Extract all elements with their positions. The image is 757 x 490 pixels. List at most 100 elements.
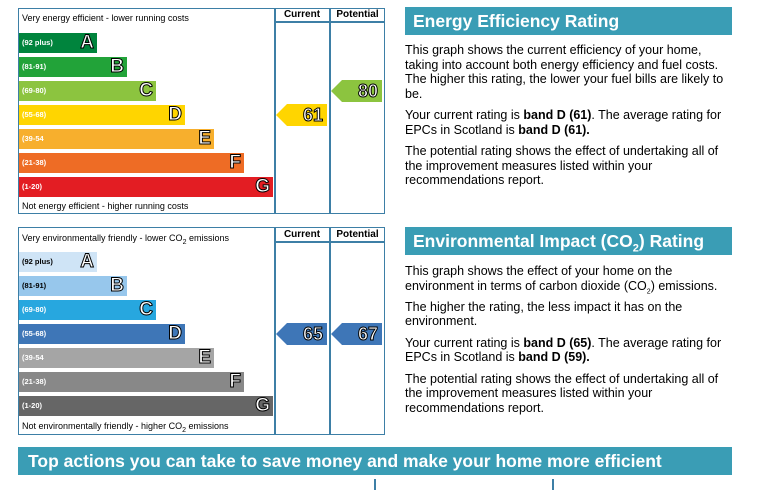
environment-potential-arrow-polygon [331, 323, 382, 345]
energy-band-letter: F [229, 152, 242, 174]
environment-band-letter: A [80, 251, 95, 273]
table-column-divider-2 [552, 479, 554, 490]
eer-p2-mid: . The average rating for EPCs in Scotlan… [405, 108, 722, 137]
eir-p1-sub: 2 [646, 288, 651, 295]
energy-efficiency-text: This graph shows the current efficiency … [405, 43, 730, 195]
environment-band-range: (55-68) [22, 329, 47, 338]
environmental-impact-text: This graph shows the effect of your home… [405, 264, 730, 422]
energy-divider-potential [329, 8, 331, 214]
energy-band-range: (55-68) [22, 110, 47, 119]
energy-current-header: Current [283, 9, 321, 20]
environment-band-letter: G [255, 395, 271, 417]
energy-band-range: (81-91) [22, 62, 47, 71]
eer-paragraph-1: This graph shows the current efficiency … [405, 43, 724, 101]
eir-p2-pre: Your current rating is [405, 335, 524, 350]
energy-current-rating-arrow: 61 [276, 104, 327, 126]
energy-band-letter: G [255, 176, 271, 198]
eer-paragraph-2: Your current rating is band D (61). The … [405, 108, 730, 137]
eir-heading-sub: 2 [632, 242, 639, 255]
environment-band-b: (81-91) B [19, 275, 127, 297]
energy-current-arrow-shape [276, 104, 327, 126]
environment-current-rating-value: 65 [302, 324, 323, 345]
energy-caption-bottom: Not energy efficient - higher running co… [22, 201, 189, 211]
environment-caption-bottom: Not environmentally friendly - higher CO… [22, 421, 229, 434]
environment-caption-top-post: emissions [186, 233, 229, 243]
environment-band-range: (81-91) [22, 281, 47, 290]
environment-caption-bottom-post: emissions [185, 421, 229, 431]
energy-band-d: (55-68) D [19, 104, 185, 126]
environment-potential-header: Potential [336, 229, 379, 240]
environment-band-range: (69-80) [22, 305, 47, 314]
energy-caption-top: Very energy efficient - lower running co… [22, 13, 189, 23]
environment-band-letter: E [198, 347, 212, 369]
environment-caption-top-pre: Very environmentally friendly - lower CO [22, 233, 183, 243]
eer-paragraph-3: The potential rating shows the effect of… [405, 144, 719, 187]
environment-divider-potential [329, 227, 331, 435]
energy-potential-header: Potential [336, 9, 379, 20]
environment-band-letter: F [229, 371, 242, 393]
energy-current-rating-value: 61 [302, 105, 323, 126]
eir-p2-average: band D (59). [518, 350, 590, 364]
environment-caption-top: Very environmentally friendly - lower CO… [22, 233, 229, 246]
energy-band-letter: C [139, 80, 154, 102]
energy-band-range: (21-38) [22, 158, 47, 167]
environment-header-rule [274, 241, 385, 243]
energy-band-b: (81-91) B [19, 56, 127, 78]
environment-band-e: (39-54 E [19, 347, 214, 369]
energy-potential-rating-value: 80 [357, 81, 378, 102]
eir-heading-pre: Environmental Impact (CO [413, 231, 633, 251]
top-actions-banner: Top actions you can take to save money a… [18, 447, 732, 475]
energy-band-f: (21-38) F [19, 152, 244, 174]
eir-p1-post: ) emissions. The higher the rating, the … [405, 278, 718, 329]
energy-band-range: (92 plus) [22, 38, 53, 47]
environment-current-arrow-polygon [276, 323, 327, 345]
eir-paragraph-2: Your current rating is band D (65). The … [405, 336, 730, 365]
energy-band-a: (92 plus) A [19, 32, 97, 54]
environment-current-rating-arrow: 65 [276, 323, 327, 345]
environment-band-d: (55-68) D [19, 323, 185, 345]
energy-potential-arrow-shape [331, 80, 382, 102]
eir-paragraph-1: This graph shows the effect of your home… [405, 264, 730, 329]
environment-caption-bottom-sub: 2 [182, 426, 186, 434]
environment-potential-arrow-shape [331, 323, 382, 345]
eir-paragraph-3: The potential rating shows the effect of… [405, 371, 719, 415]
energy-band-letter: E [198, 128, 212, 150]
environment-band-letter: D [168, 323, 183, 345]
environmental-impact-heading: Environmental Impact (CO2) Rating [405, 227, 732, 255]
environment-current-arrow-shape [276, 323, 327, 345]
energy-band-letter: D [168, 104, 183, 126]
environment-band-letter: C [139, 299, 154, 321]
environment-band-range: (1-20) [22, 401, 43, 410]
energy-band-range: (69-80) [22, 86, 47, 95]
energy-current-arrow-polygon [276, 104, 327, 126]
eir-p1-pre: This graph shows the effect of your home… [405, 264, 673, 293]
environment-band-letter: B [110, 275, 125, 297]
environment-potential-rating-value: 67 [357, 324, 378, 345]
environment-band-range: (21-38) [22, 377, 47, 386]
energy-header-rule [274, 21, 385, 23]
energy-potential-rating-arrow: 80 [331, 80, 382, 102]
environment-band-range: (92 plus) [22, 257, 53, 266]
environment-divider-current [274, 227, 276, 435]
energy-band-letter: A [80, 32, 95, 54]
energy-potential-arrow-polygon [331, 80, 382, 102]
environment-band-f: (21-38) F [19, 371, 244, 393]
eer-p2-pre: Your current rating is [405, 108, 524, 122]
environment-band-range: (39-54 [22, 353, 44, 362]
energy-band-g: (1-20) G [19, 176, 273, 198]
eer-p2-average: band D (61). [518, 122, 590, 137]
environment-band-g: (1-20) G [19, 395, 273, 417]
energy-band-range: (39-54 [22, 134, 44, 143]
energy-band-e: (39-54 E [19, 128, 214, 150]
energy-band-c: (69-80) C [19, 80, 156, 102]
energy-divider-current [274, 8, 276, 214]
energy-band-range: (1-20) [22, 182, 43, 191]
eer-p2-band: band D (61) [523, 108, 592, 122]
environment-caption-bottom-pre: Not environmentally friendly - higher CO [22, 421, 183, 431]
environment-caption-top-sub: 2 [182, 238, 187, 246]
energy-efficiency-heading: Energy Efficiency Rating [405, 7, 732, 35]
table-column-divider-1 [374, 479, 376, 490]
environment-band-a: (92 plus) A [19, 251, 97, 273]
environment-potential-rating-arrow: 67 [331, 323, 382, 345]
eir-p2-mid: . The average rating for EPCs in Scotlan… [405, 335, 722, 365]
